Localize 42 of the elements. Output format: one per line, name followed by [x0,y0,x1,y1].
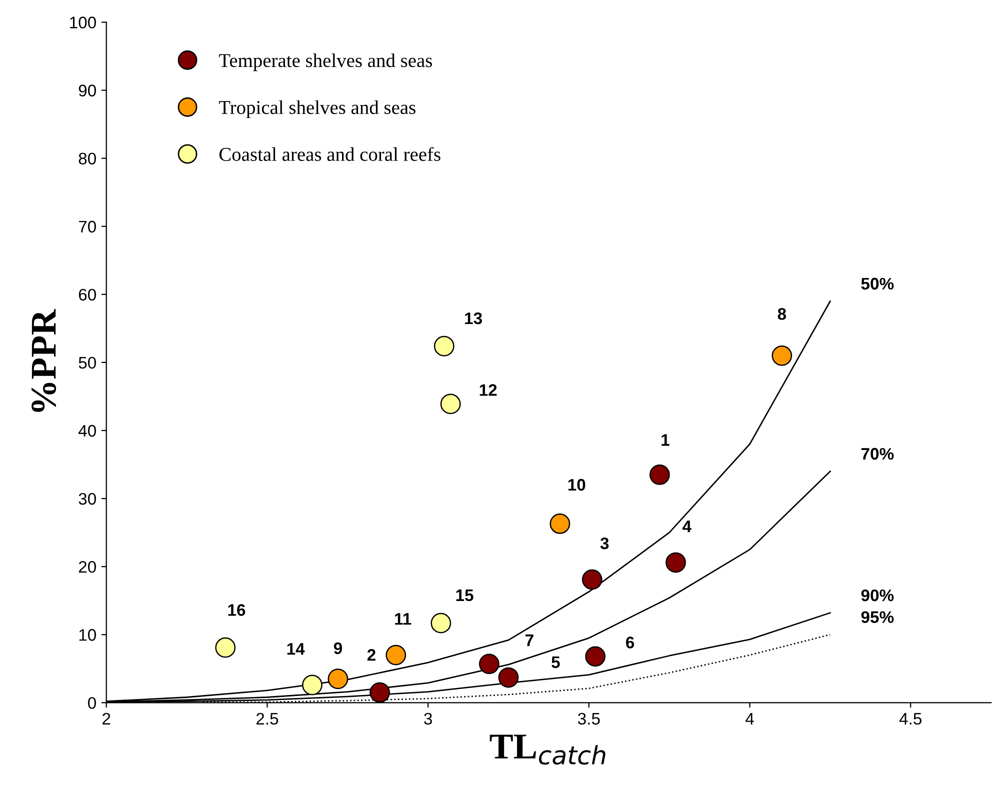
y-tick-label: 70 [78,220,96,233]
y-tick-label: 60 [78,288,96,301]
annotation: 9 [334,642,342,654]
x-tick-label: 4.5 [899,713,922,725]
legend-label: Temperate shelves and seas [219,53,432,72]
annotation: 8 [778,308,786,320]
x-tick-label: 2 [102,712,110,724]
annotation: 7 [526,634,534,646]
annotation: 6 [626,636,634,648]
annotation: 16 [228,604,246,616]
annotation: 12 [480,384,497,396]
x-tick-label: 4 [745,713,754,724]
series-label: 90% [861,589,894,602]
series-label: 50% [861,278,894,290]
legend-label: Coastal areas and coral reefs [219,147,440,161]
y-tick-label: 100 [70,16,96,28]
x-tick-label: 2.5 [256,712,278,725]
annotation: 4 [682,520,692,532]
x-tick-label: 3 [424,712,432,725]
y-tick-label: 90 [78,84,96,96]
annotation: 15 [456,590,474,602]
annotation: 10 [568,478,586,491]
y-tick-label: 50 [78,356,96,369]
x-tick-label: 3.5 [578,712,600,725]
annotation: 14 [287,643,305,655]
annotation: 3 [600,537,609,550]
y-tick-label: 20 [78,561,96,573]
annotation: 2 [367,649,376,661]
y-axis-title: %PPR [32,308,56,412]
text: 70% [861,448,894,460]
legend-label: Tropical shelves and seas [219,100,416,118]
annotation: 13 [465,312,482,324]
annotation: 11 [395,613,412,625]
x-axis-title: TL$_{catch}$ [490,734,606,765]
annotation: 1 [662,434,670,446]
y-tick-label: 10 [79,629,96,641]
y-tick-label: 80 [78,152,96,165]
y-tick-label: 0 [88,697,96,709]
series-label: 95% [861,611,894,624]
y-tick-label: 30 [78,492,96,505]
y-tick-label: 40 [78,424,96,437]
annotation: 5 [552,656,560,668]
